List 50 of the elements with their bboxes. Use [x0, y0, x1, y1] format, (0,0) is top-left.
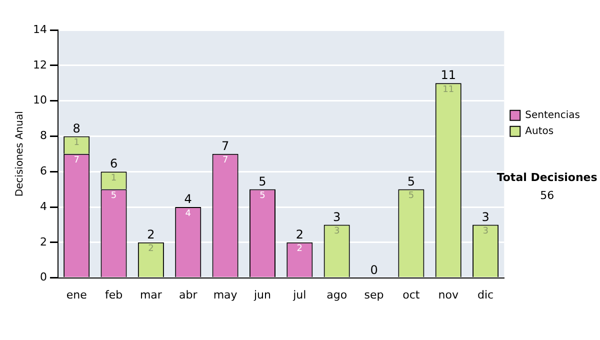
y-axis-title: Decisiones Anual: [14, 111, 26, 197]
total-label: 7: [221, 139, 230, 154]
total-label: 5: [258, 174, 266, 188]
data-label: 7: [74, 156, 80, 166]
x-tick-label: feb: [104, 288, 123, 302]
y-tick-label: 12: [32, 58, 47, 72]
legend-label: Autos: [525, 126, 554, 137]
total-label: 2: [296, 228, 304, 242]
data-label: 1: [74, 138, 80, 148]
y-tick-label: 8: [40, 129, 47, 142]
y-tick-label: 4: [40, 200, 47, 213]
x-tick-label: jul: [292, 288, 306, 302]
x-tick-label: dic: [478, 288, 494, 302]
data-label: 5: [408, 191, 414, 202]
total-label: 5: [407, 174, 416, 188]
x-tick-label: may: [213, 288, 238, 302]
total-label: 3: [333, 210, 341, 224]
data-label: 5: [110, 191, 117, 202]
total-label: 11: [440, 68, 456, 82]
y-tick-label: 2: [40, 235, 47, 248]
x-tick-label: oct: [402, 288, 420, 302]
data-label: 2: [148, 244, 154, 254]
data-label: 4: [185, 208, 192, 219]
y-tick-label: 10: [32, 94, 47, 107]
total-label: 2: [147, 228, 155, 242]
y-tick-label: 0: [40, 270, 47, 284]
data-label: 5: [260, 191, 266, 202]
total-label: 4: [184, 192, 192, 206]
data-label: 7: [222, 156, 228, 166]
data-label: 3: [334, 226, 340, 237]
x-tick-label: abr: [178, 288, 198, 302]
data-label: 1: [110, 173, 117, 184]
data-label: 11: [442, 84, 454, 95]
x-tick-label: ene: [66, 288, 88, 302]
data-label: 2: [296, 244, 303, 254]
annotation: Total Decisiones: [496, 170, 598, 184]
x-tick-label: ago: [326, 288, 348, 302]
x-tick-label: sep: [364, 288, 384, 302]
y-tick-label: 6: [40, 164, 47, 178]
x-tick-label: jun: [252, 288, 272, 302]
total-label: 0: [370, 262, 378, 277]
x-tick-label: nov: [438, 288, 459, 302]
total-label: 6: [110, 156, 118, 171]
text: 56: [540, 188, 554, 202]
total-label: 8: [72, 121, 80, 136]
total-label: 3: [482, 210, 490, 224]
x-tick-label: mar: [140, 288, 162, 302]
data-label: 3: [482, 226, 488, 237]
y-tick-label: 14: [32, 22, 47, 36]
legend-label: Sentencias: [525, 110, 580, 121]
